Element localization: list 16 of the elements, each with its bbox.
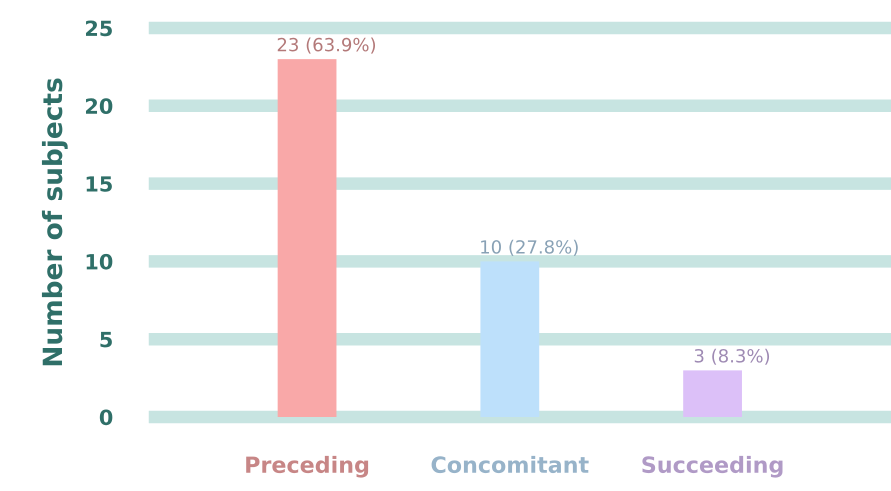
y-axis-title: Number of subjects [42, 78, 68, 366]
bar [480, 261, 540, 417]
x-tick-label: Preceding [246, 456, 368, 478]
y-tick-label: 5 [100, 332, 112, 348]
data-label: 10 (27.8%) [481, 240, 578, 256]
x-tick-label: Succeeding [642, 456, 782, 478]
y-tick-label: 20 [86, 98, 112, 114]
y-tick-label: 10 [86, 254, 112, 270]
y-tick-label: 0 [100, 409, 112, 426]
bar [278, 59, 336, 417]
y-tick-label: 25 [86, 20, 112, 36]
x-tick-label: Concomitant [432, 456, 589, 474]
data-label: 3 (8.3%) [694, 348, 770, 365]
bar [683, 370, 742, 417]
y-tick-label: 15 [86, 176, 112, 192]
data-label: 23 (63.9%) [278, 38, 376, 54]
